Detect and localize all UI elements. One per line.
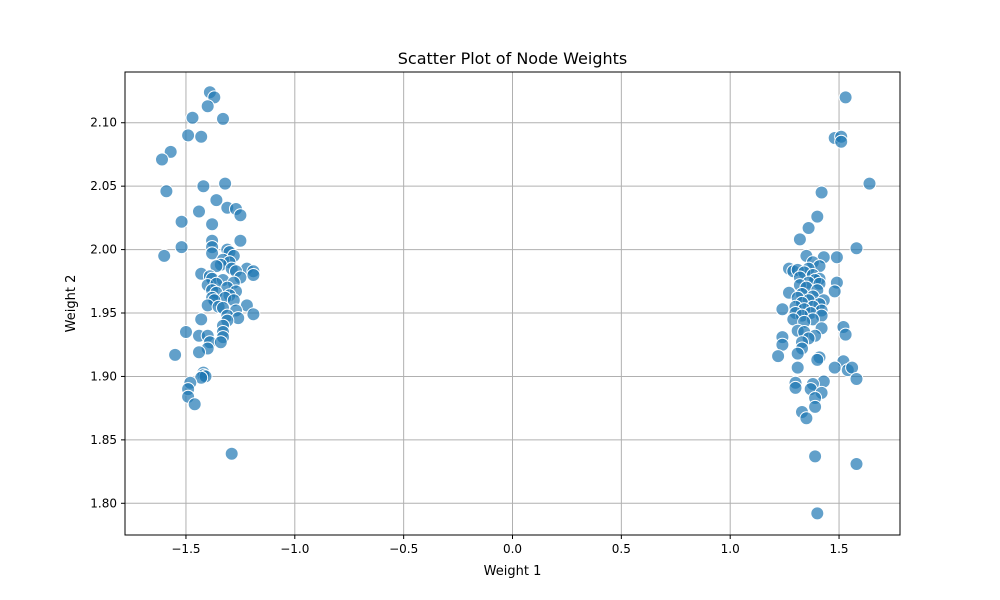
scatter-point — [771, 349, 786, 364]
scatter-point — [218, 176, 233, 191]
y-tick-label: 1.90 — [90, 369, 117, 383]
scatter-point — [185, 110, 200, 125]
scatter-point — [233, 208, 248, 223]
scatter-point — [213, 335, 228, 350]
scatter-point — [205, 246, 220, 261]
scatter-point — [834, 134, 849, 149]
x-tick-label: 0.5 — [612, 542, 631, 556]
scatter-point — [849, 457, 864, 471]
y-axis-label: Weight 2 — [64, 275, 79, 333]
scatter-point — [808, 399, 823, 414]
y-tick-label: 2.05 — [90, 179, 117, 193]
x-tick-label: −1.5 — [171, 542, 200, 556]
scatter-point — [775, 302, 790, 317]
scatter-point — [209, 259, 224, 274]
scatter-point — [838, 90, 853, 105]
scatter-point — [233, 233, 248, 248]
data-points — [155, 85, 877, 521]
x-axis-label: Weight 1 — [484, 564, 542, 579]
y-tick-label: 1.95 — [90, 306, 117, 320]
y-tick-label: 1.85 — [90, 433, 117, 447]
scatter-point — [810, 506, 825, 521]
scatter-point — [194, 312, 209, 327]
scatter-point — [216, 111, 230, 126]
x-tick-label: −0.5 — [389, 542, 418, 556]
scatter-point — [790, 346, 805, 361]
scatter-point — [801, 221, 816, 235]
scatter-point — [827, 360, 842, 375]
scatter-point — [862, 176, 877, 191]
scatter-point — [224, 446, 239, 461]
y-tick-label: 2.10 — [90, 116, 117, 130]
scatter-point — [829, 250, 844, 265]
scatter-point — [192, 204, 206, 219]
x-tick-label: 1.0 — [721, 542, 740, 556]
scatter-point — [792, 232, 807, 247]
scatter-point — [799, 411, 814, 426]
scatter-point — [187, 397, 202, 412]
scatter-point — [181, 128, 196, 143]
scatter-point — [810, 209, 825, 224]
scatter-point — [209, 193, 224, 208]
scatter-point — [155, 152, 169, 167]
scatter-point — [790, 360, 805, 375]
scatter-point — [205, 217, 220, 232]
scatter-point — [196, 179, 211, 194]
scatter-point — [788, 380, 803, 395]
scatter-point — [157, 248, 172, 263]
y-axis-ticks: 1.80 1.85 1.90 1.95 2.00 2.05 2.10 — [90, 116, 125, 510]
scatter-point — [827, 284, 842, 299]
scatter-point — [179, 325, 193, 339]
scatter-point — [200, 99, 215, 114]
scatter-point — [159, 184, 174, 199]
y-tick-label: 1.80 — [90, 496, 117, 510]
scatter-point — [194, 129, 209, 144]
x-axis-ticks: −1.5 −1.0 −0.5 0.0 0.5 1.0 1.5 — [171, 535, 849, 556]
scatter-point — [192, 345, 206, 360]
scatter-point — [174, 240, 189, 255]
x-tick-label: 1.5 — [829, 542, 848, 556]
scatter-point — [838, 327, 853, 342]
chart-title: Scatter Plot of Node Weights — [398, 49, 627, 68]
scatter-point — [810, 352, 825, 367]
scatter-point — [849, 241, 864, 256]
y-tick-label: 2.00 — [90, 243, 117, 257]
x-tick-label: 0.0 — [503, 542, 522, 556]
scatter-point — [174, 214, 189, 229]
scatter-point — [246, 307, 261, 322]
scatter-point — [168, 347, 183, 362]
scatter-point — [808, 449, 823, 464]
scatter-point — [849, 372, 864, 386]
scatter-point — [246, 268, 261, 282]
x-tick-label: −1.0 — [280, 542, 309, 556]
scatter-point — [814, 185, 829, 200]
